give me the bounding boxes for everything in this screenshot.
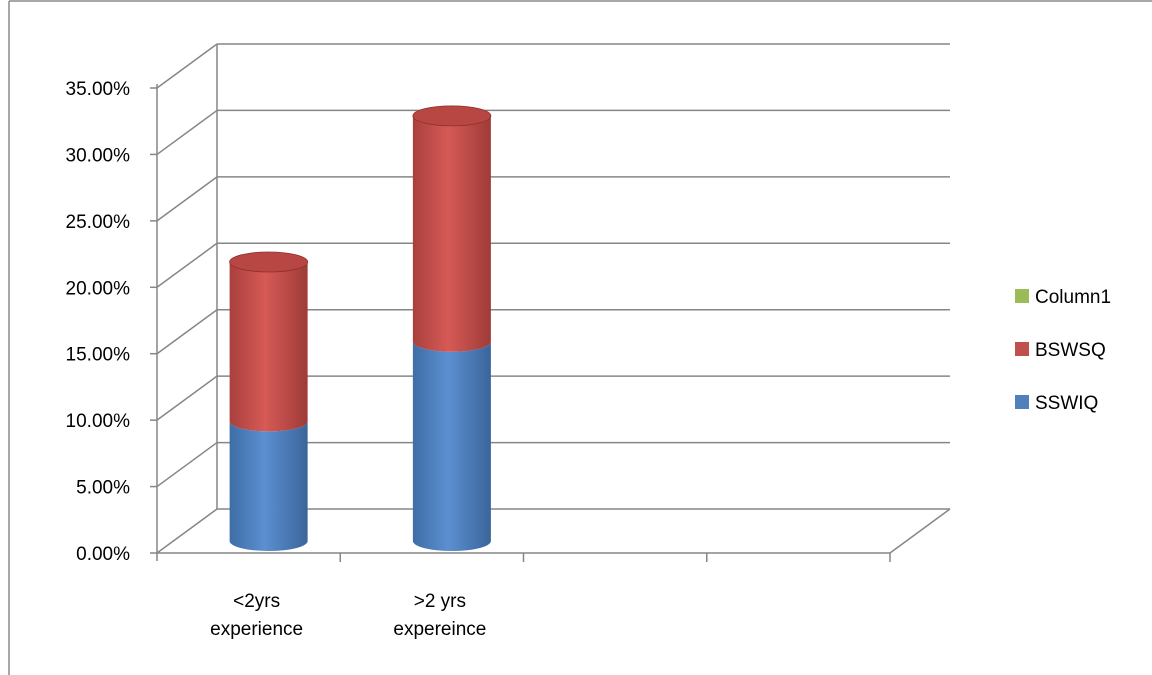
bar-top-cap-1	[412, 105, 492, 127]
bar-sswiq-0	[229, 421, 308, 551]
gridlines	[156, 43, 950, 554]
bar-bswsq-0	[229, 262, 308, 432]
legend-label: Column1	[1035, 287, 1111, 308]
y-tick-label: 25.00%	[66, 212, 131, 233]
y-tick-label: 10.00%	[66, 411, 131, 432]
gridline-side	[156, 375, 218, 421]
legend: Column1 BSWSQ SSWIQ	[1015, 287, 1111, 414]
gridline-side	[156, 176, 218, 222]
y-tick-label: 30.00%	[66, 145, 131, 166]
bars	[229, 105, 492, 551]
axis-labels: 0.00% 5.00% 10.00% 15.00% 20.00% 25.00% 30.00%…	[66, 79, 487, 640]
bar-sswiq-1	[412, 341, 491, 551]
y-tick-label: 0.00%	[76, 544, 130, 565]
x-category-label: <2yrs	[233, 591, 280, 612]
legend-swatch	[1015, 395, 1029, 409]
legend-swatch	[1015, 289, 1029, 303]
gridline-side	[156, 242, 218, 288]
x-category-label: expereince	[393, 619, 486, 640]
axes	[150, 44, 951, 562]
y-tick-label: 5.00%	[76, 478, 130, 499]
x-category-label: >2 yrs	[414, 591, 466, 612]
bar-bswsq-1	[412, 115, 491, 352]
gridline-side	[156, 43, 218, 89]
legend-label: BSWSQ	[1035, 340, 1106, 361]
bar-top-cap-0	[229, 251, 309, 273]
gridline-side	[156, 441, 218, 488]
gridline-side	[156, 109, 218, 156]
y-tick-label: 20.00%	[66, 278, 131, 299]
gridline-side	[156, 309, 218, 355]
y-tick-label: 15.00%	[66, 345, 131, 366]
x-category-label: experience	[210, 619, 303, 640]
floor-right-edge	[889, 508, 951, 554]
gridline-side	[156, 508, 218, 554]
y-tick-label: 35.00%	[66, 79, 131, 100]
legend-label: SSWIQ	[1035, 393, 1098, 414]
legend-swatch	[1015, 342, 1029, 356]
